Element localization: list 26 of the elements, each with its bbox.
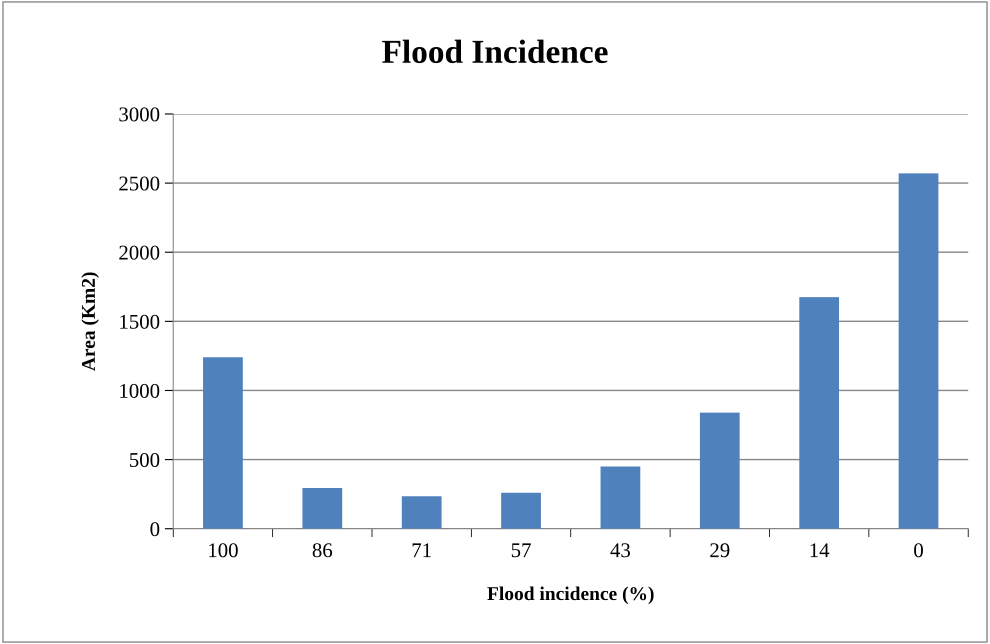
bar [600,466,640,529]
x-tick-label: 29 [710,543,730,558]
x-tick-label: 71 [412,543,431,558]
x-tick-label: 0 [914,543,923,558]
y-tick-label: 2000 [119,246,160,260]
y-tick-label: 3000 [119,107,160,122]
chart-title: Flood Incidence [382,40,608,64]
y-tick-label: 0 [150,522,160,536]
bar [203,357,243,529]
y-tick-label: 1500 [120,314,160,329]
x-tick-label: 100 [209,543,238,558]
x-tick-label: 14 [810,543,830,558]
x-tick-label: 57 [512,543,531,558]
bar [700,412,740,529]
bar [501,492,541,529]
x-axis-title: Flood incidence (%) [487,586,654,604]
x-tick-label: 43 [610,543,630,558]
x-tick-label: 86 [312,543,332,558]
y-tick-label: 500 [130,452,160,468]
bar [402,496,442,529]
bar [302,488,342,529]
y-tick-label: 1000 [120,384,160,398]
y-axis-title: Area (Km2) [81,272,99,371]
bar [898,173,938,529]
y-tick-label: 2500 [119,176,160,191]
bar [799,297,840,529]
